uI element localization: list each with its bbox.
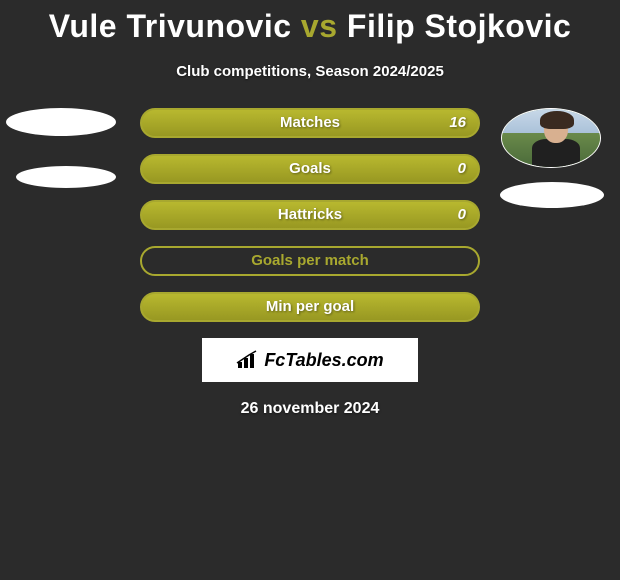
bar-label: Min per goal: [142, 298, 478, 315]
right-player-column: [496, 108, 614, 208]
bar-goals: Goals 0: [140, 154, 480, 184]
left-player-column: [6, 108, 124, 188]
right-placeholder: [500, 182, 604, 208]
bar-value-right: 0: [458, 206, 466, 223]
bar-matches: Matches 16: [140, 108, 480, 138]
bar-goals-per-match: Goals per match: [140, 246, 480, 276]
comparison-title: Vule Trivunovic vs Filip Stojkovic: [0, 0, 620, 45]
content-area: Matches 16 Goals 0 Hattricks 0 Goals per…: [0, 108, 620, 418]
stats-bars: Matches 16 Goals 0 Hattricks 0 Goals per…: [140, 108, 480, 322]
brand-text: FcTables.com: [264, 350, 383, 371]
player1-name: Vule Trivunovic: [49, 8, 292, 44]
bar-label: Hattricks: [142, 206, 478, 223]
date-text: 26 november 2024: [0, 400, 620, 418]
left-placeholder-2: [16, 166, 116, 188]
chart-icon: [236, 350, 260, 370]
vs-text: vs: [301, 8, 338, 44]
bar-value-right: 0: [458, 160, 466, 177]
bar-min-per-goal: Min per goal: [140, 292, 480, 322]
bar-label: Goals per match: [142, 252, 478, 269]
brand-box[interactable]: FcTables.com: [202, 338, 418, 382]
left-placeholder-1: [6, 108, 116, 136]
bar-value-right: 16: [449, 114, 466, 131]
bar-hattricks: Hattricks 0: [140, 200, 480, 230]
subtitle: Club competitions, Season 2024/2025: [0, 63, 620, 80]
bar-label: Goals: [142, 160, 478, 177]
player2-name: Filip Stojkovic: [347, 8, 571, 44]
right-player-avatar: [501, 108, 601, 168]
bar-label: Matches: [142, 114, 478, 131]
